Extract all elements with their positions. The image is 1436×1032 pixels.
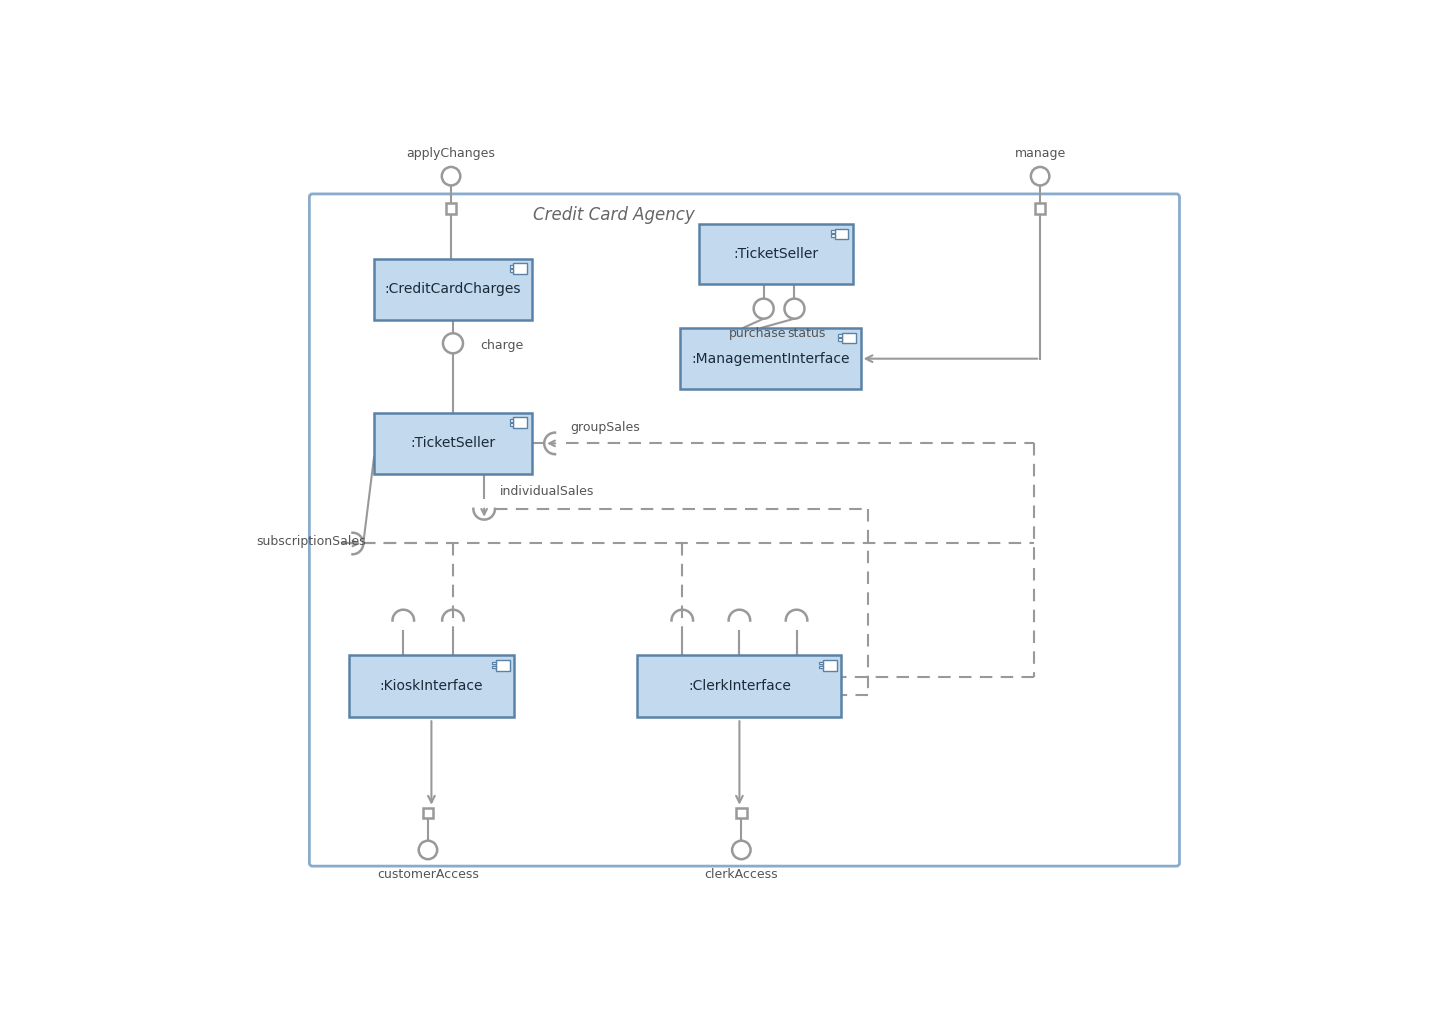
FancyBboxPatch shape (737, 808, 747, 818)
Text: :ManagementInterface: :ManagementInterface (691, 352, 850, 365)
FancyBboxPatch shape (373, 259, 531, 320)
Circle shape (1031, 167, 1050, 186)
FancyBboxPatch shape (830, 234, 834, 237)
FancyBboxPatch shape (309, 194, 1179, 866)
FancyBboxPatch shape (510, 269, 514, 271)
FancyBboxPatch shape (839, 338, 841, 341)
FancyBboxPatch shape (823, 659, 837, 671)
FancyBboxPatch shape (510, 419, 514, 422)
Circle shape (732, 841, 751, 860)
FancyBboxPatch shape (819, 662, 823, 665)
Text: status: status (787, 327, 826, 340)
FancyBboxPatch shape (839, 334, 841, 337)
FancyBboxPatch shape (514, 263, 527, 273)
FancyBboxPatch shape (699, 224, 853, 284)
Circle shape (442, 333, 462, 353)
FancyBboxPatch shape (830, 230, 834, 233)
FancyBboxPatch shape (349, 655, 514, 717)
Text: :KioskInterface: :KioskInterface (379, 679, 482, 692)
FancyBboxPatch shape (493, 666, 495, 669)
Text: manage: manage (1014, 147, 1066, 160)
Text: :CreditCardCharges: :CreditCardCharges (385, 283, 521, 296)
Text: subscriptionSales: subscriptionSales (256, 536, 366, 548)
Circle shape (754, 298, 774, 319)
FancyBboxPatch shape (493, 662, 495, 665)
Circle shape (419, 841, 437, 860)
Text: purchase: purchase (728, 327, 787, 340)
Circle shape (442, 167, 461, 186)
Text: groupSales: groupSales (570, 421, 640, 434)
FancyBboxPatch shape (819, 666, 823, 669)
FancyBboxPatch shape (679, 328, 860, 389)
FancyBboxPatch shape (841, 332, 856, 344)
Text: clerkAccess: clerkAccess (705, 868, 778, 881)
Text: customerAccess: customerAccess (378, 868, 478, 881)
FancyBboxPatch shape (445, 203, 457, 214)
FancyBboxPatch shape (510, 265, 514, 268)
FancyBboxPatch shape (834, 228, 849, 239)
Text: charge: charge (480, 340, 523, 352)
Text: :ClerkInterface: :ClerkInterface (688, 679, 791, 692)
Text: applyChanges: applyChanges (406, 147, 495, 160)
FancyBboxPatch shape (514, 417, 527, 428)
Circle shape (784, 298, 804, 319)
FancyBboxPatch shape (510, 423, 514, 425)
Text: Credit Card Agency: Credit Card Agency (533, 205, 695, 224)
FancyBboxPatch shape (638, 655, 841, 717)
FancyBboxPatch shape (373, 413, 531, 474)
Text: individualSales: individualSales (500, 485, 595, 498)
FancyBboxPatch shape (495, 659, 510, 671)
FancyBboxPatch shape (1035, 203, 1045, 214)
FancyBboxPatch shape (422, 808, 434, 818)
Text: :TicketSeller: :TicketSeller (411, 437, 495, 450)
Text: :TicketSeller: :TicketSeller (734, 247, 819, 261)
